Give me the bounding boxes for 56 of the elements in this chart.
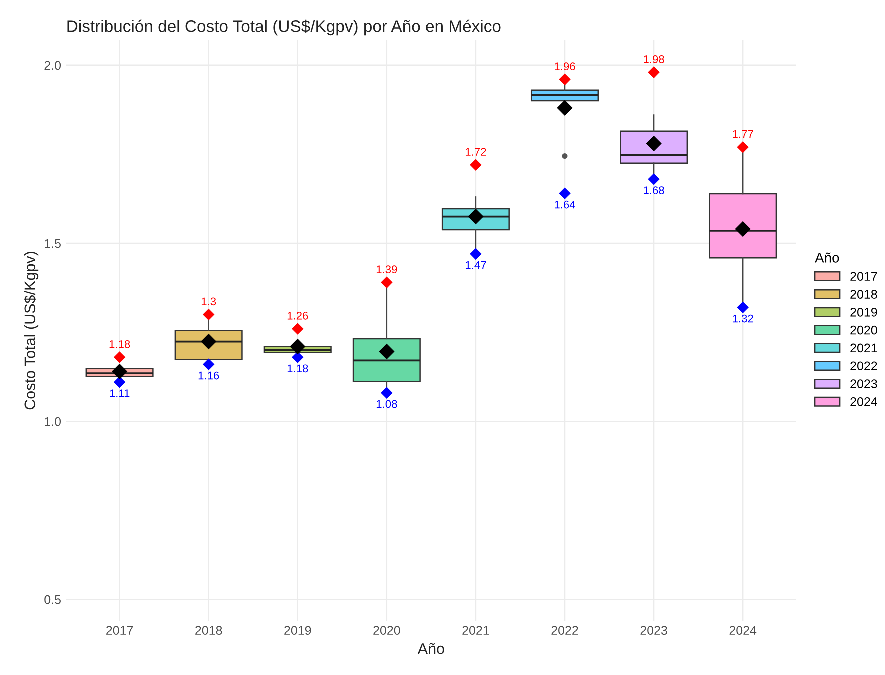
point [559, 188, 571, 200]
data-label: 1.72 [466, 148, 486, 156]
data-label: 1.26 [288, 312, 308, 320]
x-tick-label: 2024 [730, 626, 757, 636]
point [292, 323, 304, 335]
y-tick-label: 0.5 [44, 595, 61, 604]
y-tick-label: 1.5 [45, 239, 61, 248]
x-tick-label: 2017 [106, 626, 134, 636]
y-tick-label: 2.0 [44, 61, 62, 70]
x-tick-label: 2019 [284, 626, 312, 636]
data-label: 1.32 [733, 314, 754, 323]
data-label: 1.11 [110, 390, 130, 398]
legend-label: 2022 [850, 362, 878, 371]
data-label: 1.16 [198, 372, 220, 380]
data-label: 1.77 [733, 130, 754, 138]
legend-label: 2024 [850, 398, 878, 406]
data-label: 1.47 [466, 262, 486, 270]
legend-label: 2021 [850, 344, 878, 353]
point [292, 352, 304, 364]
data-label: 1.98 [644, 56, 664, 64]
chart-title: Distribución del Costo Total (US$/Kgpv) por Año en México [68, 20, 501, 36]
x-axis-title: Año [418, 643, 444, 654]
legend-label: 2019 [850, 308, 878, 317]
data-label: 1.68 [644, 186, 664, 194]
legend-label: 2023 [850, 380, 878, 388]
data-label: 1.96 [555, 62, 576, 71]
point [381, 387, 393, 399]
point [203, 309, 214, 320]
point [737, 142, 749, 153]
data-label: 1.08 [376, 400, 398, 408]
data-label: 1.39 [376, 266, 398, 274]
x-tick-label: 2020 [374, 626, 400, 636]
point [648, 174, 660, 185]
point [559, 74, 571, 86]
data-label: 1.64 [555, 200, 576, 209]
point [737, 302, 749, 314]
point [381, 277, 393, 288]
point [203, 358, 214, 370]
legend-label: 2020 [850, 326, 878, 335]
point [648, 66, 660, 78]
x-tick-label: 2023 [640, 626, 668, 636]
data-label: 1.18 [288, 364, 308, 373]
point [470, 248, 482, 260]
data-label: 1.3 [202, 298, 216, 306]
point [114, 376, 126, 388]
point [470, 160, 482, 171]
point [114, 352, 126, 364]
x-tick-label: 2022 [552, 626, 578, 636]
legend-label: 2017 [850, 272, 878, 282]
y-axis-title: Costo Total (US$/Kgpv) [24, 252, 39, 410]
legend-title: Año [815, 252, 840, 263]
data-label: 1.18 [110, 340, 130, 348]
x-tick-label: 2021 [462, 626, 490, 636]
y-tick-label: 1.0 [45, 417, 62, 426]
x-tick-label: 2018 [196, 626, 222, 636]
legend-label: 2018 [850, 290, 878, 299]
